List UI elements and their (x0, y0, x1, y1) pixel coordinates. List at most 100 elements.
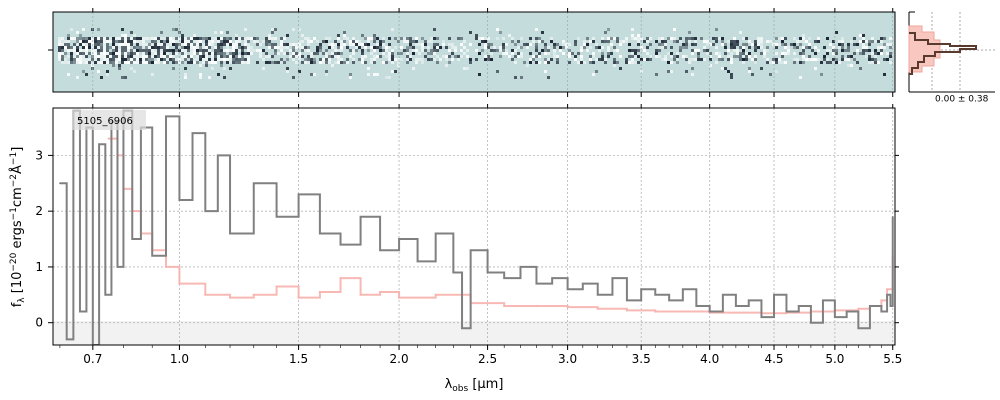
spectrum-2d-pixel (478, 43, 481, 46)
spectrum-2d-pixel (445, 46, 448, 49)
spectrum-2d-pixel (250, 49, 253, 52)
spectrum-2d-pixel (376, 43, 379, 46)
spectrum-2d-pixel (313, 73, 316, 76)
spectrum-2d-pixel (601, 46, 604, 49)
spectrum-2d-pixel (454, 46, 457, 49)
spectrum-2d-pixel (760, 43, 763, 46)
point-flux (79, 310, 81, 313)
spectrum-2d-pixel (379, 55, 382, 58)
spectrum-2d-pixel (424, 40, 427, 43)
spectrum-2d-pixel (703, 58, 706, 61)
spectrum-2d-pixel (106, 46, 109, 49)
spectrum-2d-pixel (691, 43, 694, 46)
spectrum-2d-pixel (571, 52, 574, 55)
spectrum-2d-pixel (544, 46, 547, 49)
spectrum-2d-pixel (238, 46, 241, 49)
spectrum-2d-pixel (604, 40, 607, 43)
spectrum-2d-pixel (739, 55, 742, 58)
spectrum-2d-pixel (286, 43, 289, 46)
spectrum-2d-pixel (244, 40, 247, 43)
spectrum-2d-pixel (754, 61, 757, 64)
spectrum-2d-pixel (175, 61, 178, 64)
spectrum-2d-pixel (856, 49, 859, 52)
spectrum-2d-pixel (232, 43, 235, 46)
spectrum-2d-pixel (724, 67, 727, 70)
point-flux (178, 199, 181, 201)
spectrum-2d-pixel (484, 40, 487, 43)
spectrum-2d-pixel (301, 46, 304, 49)
spectrum-2d-pixel (736, 49, 739, 52)
spectrum-2d-pixel (865, 55, 868, 58)
spectrum-2d-pixel (226, 55, 229, 58)
spectrum-2d-pixel (235, 34, 238, 37)
spectrum-2d-pixel (592, 52, 595, 55)
spectrum-2d-pixel (886, 58, 889, 61)
spectrum-2d-pixel (889, 52, 892, 55)
spectrum-2d-pixel (883, 43, 886, 46)
spectrum-2d-pixel (670, 52, 673, 55)
spectrum-2d-pixel (142, 37, 145, 40)
spectrum-2d-pixel (625, 37, 628, 40)
spectrum-2d-pixel (814, 58, 817, 61)
spectrum-2d-pixel (112, 49, 115, 52)
spectrum-2d-pixel (106, 49, 109, 52)
spectrum-2d-pixel (142, 58, 145, 61)
spectrum-2d-pixel (268, 61, 271, 64)
spectrum-2d-pixel (160, 37, 163, 40)
spectrum-2d-pixel (781, 61, 784, 64)
spectrum-2d-pixel (169, 37, 172, 40)
spectrum-2d-pixel (247, 37, 250, 40)
spectrum-2d-pixel (181, 40, 184, 43)
spectrum-2d-pixel (547, 58, 550, 61)
spectrum-2d-pixel (595, 58, 598, 61)
spectrum-2d-pixel (379, 49, 382, 52)
spectrum-2d-pixel (805, 40, 808, 43)
spectrum-2d-pixel (706, 40, 709, 43)
point-flux (229, 232, 231, 235)
spectrum-2d-pixel (247, 43, 250, 46)
spectrum-2d-pixel (868, 43, 871, 46)
spectrum-2d-pixel (196, 61, 199, 64)
spectrum-2d-pixel (886, 52, 889, 55)
spectrum-2d-pixel (697, 49, 700, 52)
spectrum-2d-pixel (82, 37, 85, 40)
spectrum-2d-pixel (496, 70, 499, 73)
spectrum-2d-pixel (235, 46, 238, 49)
spectrum-2d-pixel (241, 61, 244, 64)
spectrum-2d-pixel (232, 58, 235, 61)
spectrum-2d-pixel (373, 73, 376, 76)
point-flux (104, 294, 107, 296)
spectrum-2d-pixel (874, 58, 877, 61)
spectrum-2d-pixel (484, 58, 487, 61)
point-model (596, 307, 599, 310)
spectrum-2d-pixel (121, 28, 124, 31)
spectrum-2d-pixel (265, 52, 268, 55)
spectrum-2d-pixel (373, 40, 376, 43)
spectrum-2d-pixel (808, 43, 811, 46)
spectrum-2d-pixel (283, 37, 286, 40)
spectrum-2d-pixel (235, 37, 238, 40)
spectrum-2d-pixel (67, 55, 70, 58)
spectrum-2d-pixel (97, 58, 100, 61)
spectrum-2d-pixel (295, 61, 298, 64)
spectrum-2d-pixel (601, 37, 604, 40)
spectrum-2d-pixel (160, 49, 163, 52)
spectrum-2d-pixel (352, 37, 355, 40)
spectrum-2d-pixel (418, 52, 421, 55)
spectrum-2d-pixel (457, 58, 460, 61)
spectrum-2d-pixel (88, 52, 91, 55)
spectrum-2d-pixel (181, 49, 184, 52)
spectrum-2d-pixel (331, 55, 334, 58)
spectrum-2d-pixel (835, 31, 838, 34)
spectrum-2d-pixel (241, 49, 244, 52)
spectrum-2d-pixel (619, 40, 622, 43)
spectrum-2d-pixel (214, 46, 217, 49)
spectrum-2d-pixel (838, 46, 841, 49)
spectrum-2d-pixel (730, 40, 733, 43)
spectrum-2d-pixel (685, 46, 688, 49)
spectrum-2d-pixel (514, 55, 517, 58)
spectrum-2d-pixel (778, 37, 781, 40)
spectrum-2d-pixel (151, 55, 154, 58)
spectrum-2d-pixel (334, 49, 337, 52)
spectrum-2d-pixel (202, 37, 205, 40)
